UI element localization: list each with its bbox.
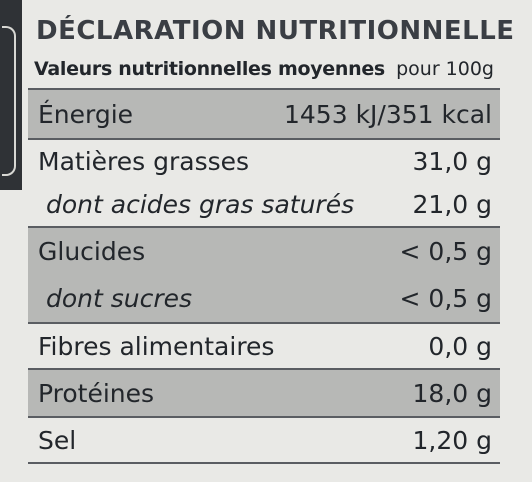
row-value: 21,0 g [412, 189, 492, 219]
row-value: < 0,5 g [399, 283, 492, 313]
package-edge-outline [2, 26, 16, 176]
row-value: 31,0 g [412, 146, 492, 176]
row-fibres: Fibres alimentaires 0,0 g [28, 324, 500, 368]
row-glucides: Glucides < 0,5 g [28, 228, 500, 274]
row-acides-gras-satures: dont acides gras saturés 21,0 g [28, 182, 500, 226]
row-name: Protéines [38, 378, 155, 408]
row-name: dont sucres [46, 283, 193, 313]
row-value: 0,0 g [428, 331, 492, 361]
divider [28, 368, 500, 370]
divider [28, 322, 500, 324]
divider [28, 226, 500, 228]
row-name: Matières grasses [38, 146, 250, 176]
row-value: 18,0 g [412, 378, 492, 408]
row-value: < 0,5 g [399, 236, 492, 266]
divider [28, 138, 500, 140]
divider [28, 88, 500, 90]
row-sel: Sel 1,20 g [28, 418, 500, 462]
row-value: 1453 kJ/351 kcal [284, 99, 492, 129]
row-proteines: Protéines 18,0 g [28, 370, 500, 416]
row-matieres-grasses: Matières grasses 31,0 g [28, 140, 500, 182]
row-value: 1,20 g [412, 425, 492, 455]
row-sucres: dont sucres < 0,5 g [28, 274, 500, 322]
row-glucides-block [28, 228, 500, 324]
row-name: Sel [38, 425, 77, 455]
row-name: Fibres alimentaires [38, 331, 275, 361]
label-title: DÉCLARATION NUTRITIONNELLE [36, 16, 515, 46]
label-subtitle: Valeurs nutritionnelles moyennes pour 10… [34, 58, 494, 80]
row-name: Énergie [38, 99, 134, 129]
row-energie: Énergie 1453 kJ/351 kcal [28, 90, 500, 138]
row-name: dont acides gras saturés [46, 189, 355, 219]
divider [28, 462, 500, 464]
subtitle-label: Valeurs nutritionnelles moyennes [34, 58, 385, 80]
row-name: Glucides [38, 236, 146, 266]
divider [28, 416, 500, 418]
package-edge-graphic [0, 0, 22, 190]
subtitle-basis: pour 100g [396, 58, 494, 80]
